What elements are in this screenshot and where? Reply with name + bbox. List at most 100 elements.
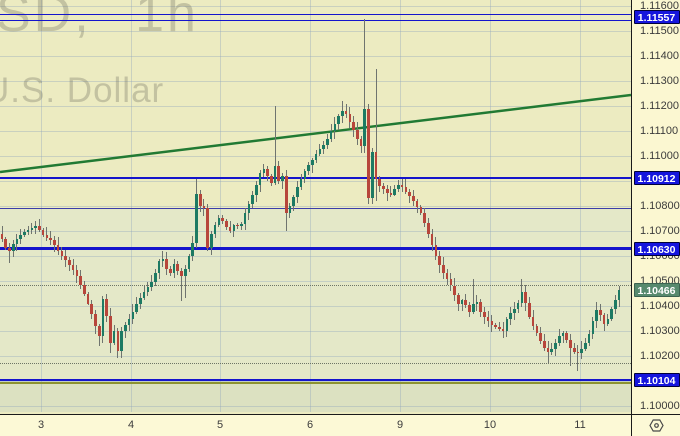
candle-body <box>60 251 64 256</box>
candle-body <box>217 218 221 226</box>
candle-body <box>479 302 482 312</box>
time-axis[interactable]: 3 4 5 6 9 10 11 <box>0 413 631 436</box>
candle-body <box>38 226 41 231</box>
candle-body <box>266 168 269 177</box>
price-line-label[interactable]: 1.10104 <box>633 373 680 387</box>
candle-body <box>79 275 82 285</box>
candle-body <box>112 331 116 344</box>
h-gridline <box>0 306 631 307</box>
h-gridline <box>0 181 631 182</box>
candle-body <box>131 312 135 319</box>
axis-settings-corner[interactable] <box>631 413 680 436</box>
candle-body <box>34 226 37 228</box>
candle-wick <box>38 219 40 233</box>
candle-body <box>255 184 258 195</box>
candle-body <box>400 185 404 187</box>
candle-body <box>385 189 389 194</box>
candle-body <box>86 294 90 304</box>
candle-body <box>442 264 445 273</box>
horizontal-level-line[interactable] <box>0 176 631 180</box>
candle-wick <box>364 18 366 154</box>
horizontal-level-line[interactable] <box>0 247 631 250</box>
candle-body <box>471 303 475 312</box>
h-gridline <box>0 206 631 207</box>
candle-body <box>247 203 251 214</box>
h-gridline <box>0 131 631 132</box>
candle-body <box>501 329 505 331</box>
h-gridline <box>0 406 631 407</box>
candle-body <box>303 171 307 179</box>
h-gridline <box>0 231 631 232</box>
candle-body <box>374 151 378 179</box>
price-line-label[interactable]: 1.11557 <box>633 9 680 24</box>
candle-body <box>498 327 501 330</box>
time-axis-label: 4 <box>127 418 135 431</box>
candle-body <box>617 289 621 300</box>
candle-body <box>580 348 583 353</box>
price-axis-label: 1.11200 <box>640 100 679 112</box>
chart-plot-area[interactable]: SD, 1h U.S. Dollar <box>0 0 631 412</box>
price-axis-label: 1.11000 <box>640 150 679 162</box>
candle-body <box>554 343 557 349</box>
horizontal-level-line[interactable] <box>0 14 631 22</box>
candle-body <box>460 300 464 305</box>
candle-body <box>139 297 142 305</box>
time-axis-label: 9 <box>396 418 404 431</box>
dotted-level-line[interactable] <box>0 362 631 364</box>
candle-body <box>56 244 60 252</box>
candle-wick <box>240 222 242 231</box>
candle-body <box>221 218 224 222</box>
candle-body <box>423 213 426 223</box>
candle-body <box>277 166 281 181</box>
candle-wick <box>569 334 571 366</box>
time-axis-label: 3 <box>37 418 45 431</box>
price-axis-label: 1.10700 <box>640 225 680 237</box>
candle-body <box>456 294 460 305</box>
candle-wick <box>405 179 407 195</box>
horizontal-level-line[interactable] <box>0 382 631 384</box>
candle-wick <box>409 189 411 203</box>
last-price-label[interactable]: 1.10466 <box>633 282 680 297</box>
candle-body <box>296 187 299 197</box>
price-axis-label: 1.10400 <box>640 300 680 312</box>
candle-body <box>45 234 49 238</box>
candle-body <box>210 233 213 249</box>
candle-wick <box>8 242 10 264</box>
horizontal-level-line[interactable] <box>0 207 631 209</box>
candle-body <box>569 340 572 348</box>
candle-body <box>599 309 602 315</box>
time-axis-label: 10 <box>483 418 497 431</box>
candle-body <box>445 272 449 280</box>
candle-body <box>367 108 370 199</box>
price-axis-label: 1.10800 <box>640 200 680 212</box>
candle-body <box>161 258 165 262</box>
candle-body <box>11 244 15 251</box>
candle-body <box>513 308 516 314</box>
candle-body <box>341 110 344 117</box>
candle-body <box>505 319 509 331</box>
price-line-label[interactable]: 1.10912 <box>633 171 680 185</box>
price-axis[interactable]: 1.11600 1.11500 1.11400 1.11300 1.11200 1.111… <box>631 0 680 436</box>
candle-body <box>415 201 419 207</box>
horizontal-level-line[interactable] <box>0 378 631 382</box>
candle-body <box>243 213 247 225</box>
gear-icon[interactable] <box>648 419 664 432</box>
candle-body <box>434 244 438 256</box>
v-gridline <box>490 0 491 412</box>
candle-wick <box>274 106 276 186</box>
price-axis-label: 1.11100 <box>640 125 679 137</box>
candle-body <box>614 299 617 310</box>
price-line-label[interactable]: 1.10630 <box>633 241 680 256</box>
dotted-level-line[interactable] <box>0 285 631 287</box>
candle-body <box>101 298 105 336</box>
v-gridline <box>310 0 311 412</box>
candle-body <box>288 206 292 213</box>
candle-body <box>370 151 374 199</box>
candle-body <box>516 303 520 309</box>
candle-wick <box>282 173 283 189</box>
candle-wick <box>390 185 392 197</box>
price-axis-label: 1.11300 <box>640 75 679 87</box>
price-axis-label: 1.11600 <box>640 0 679 12</box>
candle-wick <box>498 322 500 332</box>
candle-body <box>127 318 131 325</box>
